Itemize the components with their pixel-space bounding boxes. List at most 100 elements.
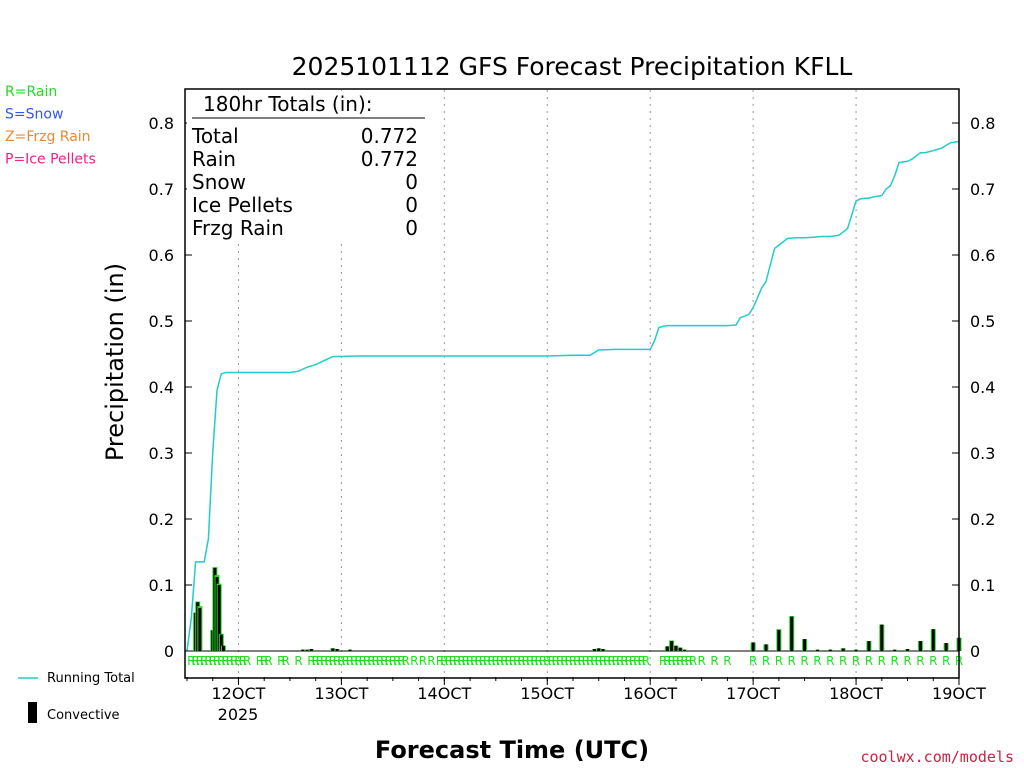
totals-rows: Total 0.772 Rain 0.772 Snow 0 Ice Pellets 0 Frzg… — [191, 124, 418, 240]
precip-type-mark: R — [483, 654, 491, 668]
convective-bar — [301, 649, 305, 651]
convective-bar — [764, 644, 768, 651]
precip-type-mark: R — [672, 654, 680, 668]
precip-type-mark: R — [393, 654, 401, 668]
precip-type-mark: R — [667, 654, 675, 668]
y-tick-label-right-0.7: 0.7 — [970, 180, 995, 199]
plot-frame — [184, 88, 960, 679]
precip-type-mark: R — [487, 654, 495, 668]
convective-bar — [217, 585, 221, 651]
precip-type-mark: R — [234, 654, 242, 668]
precip-type-mark: R — [539, 654, 547, 668]
precip-type-mark: R — [749, 654, 757, 668]
precip-type-mark: R — [470, 654, 478, 668]
precip-type-mark: R — [209, 654, 217, 668]
precip-type-mark: R — [878, 654, 886, 668]
running-total-line — [186, 140, 960, 652]
totals-row-value: 0 — [405, 193, 418, 217]
y-tick-label-right-0.3: 0.3 — [970, 444, 995, 463]
y-tick-label-left-0.3: 0.3 — [149, 444, 174, 463]
precip-type-mark: R — [311, 654, 319, 668]
precip-type-mark: R — [187, 654, 195, 668]
y-tick-label-left-0.4: 0.4 — [149, 378, 174, 397]
precip-type-mark: R — [582, 654, 590, 668]
precip-type-mark: R — [479, 654, 487, 668]
precip-type-mark: R — [775, 654, 783, 668]
x-tick-label-15OCT: 15OCT — [520, 684, 574, 703]
precip-type-mark: R — [427, 654, 435, 668]
precip-type-mark: R — [509, 654, 517, 668]
x-tick-label-17OCT: 17OCT — [726, 684, 780, 703]
precip-type-mark: R — [929, 654, 937, 668]
totals-row-value: 0.772 — [361, 124, 418, 148]
precip-type-mark: R — [547, 654, 555, 668]
precip-type-mark: R — [419, 654, 427, 668]
precip-type-mark: R — [642, 654, 650, 668]
precip-type-mark: R — [453, 654, 461, 668]
precip-type-mark: R — [800, 654, 808, 668]
y-tick-label-left-0.8: 0.8 — [149, 114, 174, 133]
convective-bar — [828, 649, 832, 651]
precip-type-mark: R — [204, 654, 212, 668]
precip-type-mark: R — [535, 654, 543, 668]
precip-type-mark: R — [530, 654, 538, 668]
convective-bar — [674, 645, 678, 651]
type-legend-item: Z=Frzg Rain — [5, 129, 91, 145]
convective-bar — [335, 649, 339, 651]
precip-type-mark: R — [256, 654, 264, 668]
convective-bar — [790, 616, 794, 651]
precip-type-mark: R — [663, 654, 671, 668]
y-tick-label-left-0.1: 0.1 — [149, 576, 174, 595]
x-axis-ticks: 12OCT 13OCT 14OCT 15OCT 16OCT 17OCT 18OCT 19OCT — [186, 677, 986, 703]
y-tick-label-right-0.2: 0.2 — [970, 510, 995, 529]
credit-text: coolwx.com/models — [860, 748, 1014, 766]
precip-type-mark: R — [625, 654, 633, 668]
convective-bar — [815, 649, 819, 651]
precip-type-mark: R — [260, 654, 268, 668]
x-tick-label-19OCT: 19OCT — [932, 684, 986, 703]
convective-bar — [880, 624, 884, 651]
convective-bar — [906, 649, 910, 651]
x-tick-label-16OCT: 16OCT — [623, 684, 677, 703]
precip-type-mark: R — [320, 654, 328, 668]
precip-type-mark: R — [496, 654, 504, 668]
precip-type-mark: R — [723, 654, 731, 668]
precip-type-mark: R — [676, 654, 684, 668]
convective-bar — [305, 649, 309, 651]
precip-type-mark: R — [586, 654, 594, 668]
precip-type-mark: R — [346, 654, 354, 668]
precip-type-mark: R — [565, 654, 573, 668]
precip-type-mark: R — [826, 654, 834, 668]
precip-type-mark: R — [522, 654, 530, 668]
convective-legend-label: Convective — [47, 708, 120, 723]
precip-type-mark: R — [363, 654, 371, 668]
precip-type-mark: R — [607, 654, 615, 668]
convective-bar — [678, 647, 682, 651]
precip-type-mark: R — [376, 654, 384, 668]
precip-type-mark: R — [697, 654, 705, 668]
year-label: 2025 — [218, 705, 259, 724]
y-tick-label-right-0: 0 — [970, 642, 980, 661]
type-legend-item: P=Ice Pellets — [5, 152, 96, 168]
running-total-legend-label: Running Total — [47, 671, 135, 686]
convective-bar — [751, 642, 755, 651]
convective-bar — [597, 648, 601, 651]
precip-type-mark: R — [552, 654, 560, 668]
totals-row-label: Snow — [192, 170, 246, 194]
precip-type-mark: R — [620, 654, 628, 668]
precip-type-mark: R — [367, 654, 375, 668]
precip-type-mark: R — [659, 654, 667, 668]
precip-type-mark: R — [217, 654, 225, 668]
precip-type-mark: R — [191, 654, 199, 668]
y-tick-label-right-0.1: 0.1 — [970, 576, 995, 595]
convective-bar — [601, 649, 605, 651]
precip-type-mark: R — [333, 654, 341, 668]
precip-type-mark: R — [277, 654, 285, 668]
x-tick-label-18OCT: 18OCT — [829, 684, 883, 703]
precip-type-mark: R — [239, 654, 247, 668]
precip-type-mark: R — [436, 654, 444, 668]
convective-bar — [803, 639, 807, 651]
precip-type-mark: R — [342, 654, 350, 668]
y-tick-label-right-0.6: 0.6 — [970, 246, 995, 265]
